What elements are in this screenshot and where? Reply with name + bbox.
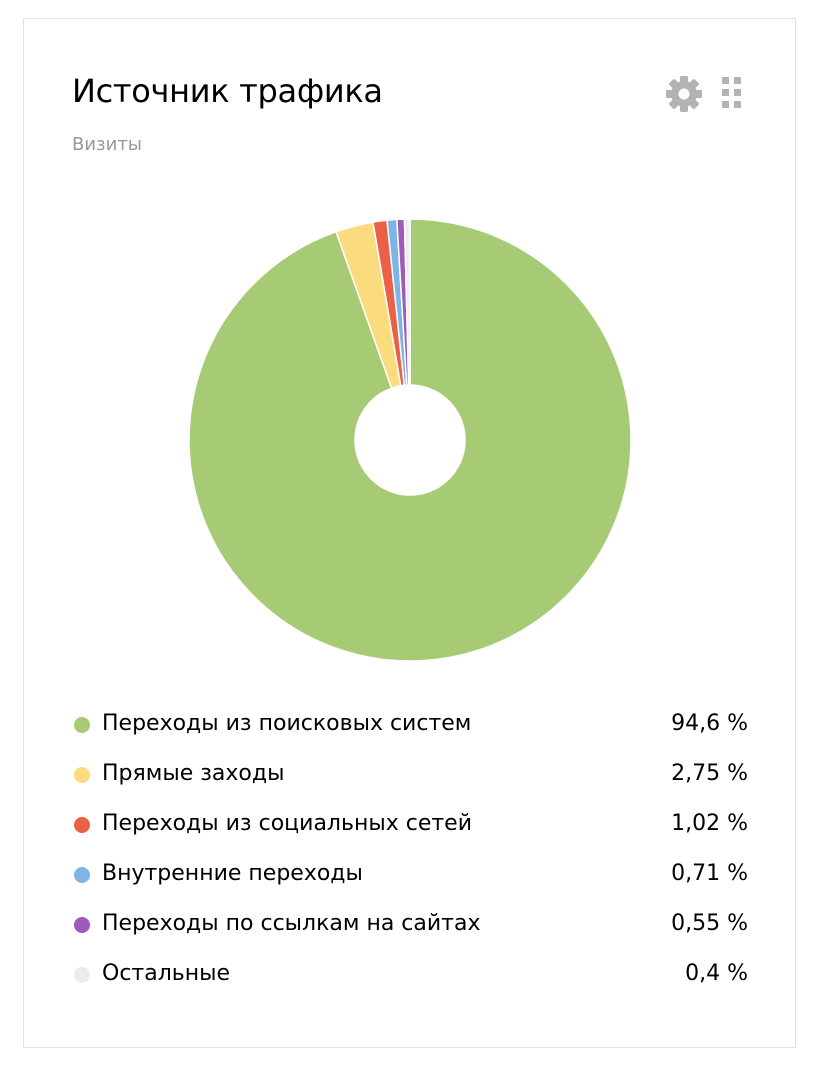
legend-label: Остальные: [102, 961, 231, 986]
widget-subtitle: Визиты: [72, 134, 143, 155]
legend-item[interactable]: Переходы из поисковых систем 94,6 %: [72, 700, 748, 750]
donut-chart: [188, 218, 632, 662]
legend-value: 0,4 %: [685, 961, 748, 986]
grip-icon[interactable]: [720, 76, 744, 110]
legend-marker: [74, 867, 90, 883]
legend-item[interactable]: Остальные 0,4 %: [72, 950, 748, 1000]
legend-value: 0,55 %: [671, 911, 748, 936]
legend-marker: [74, 917, 90, 933]
legend-value: 2,75 %: [671, 761, 748, 786]
legend-label: Переходы из поисковых систем: [102, 711, 472, 736]
legend-label: Переходы по ссылкам на сайтах: [102, 911, 481, 936]
legend-marker: [74, 767, 90, 783]
legend-value: 1,02 %: [671, 811, 748, 836]
legend-item[interactable]: Переходы по ссылкам на сайтах 0,55 %: [72, 900, 748, 950]
legend-label: Переходы из социальных сетей: [102, 811, 473, 836]
legend-item[interactable]: Прямые заходы 2,75 %: [72, 750, 748, 800]
pie-slice-1[interactable]: [188, 218, 632, 662]
pie-slice-6[interactable]: [403, 218, 411, 386]
legend-item[interactable]: Переходы из социальных сетей 1,02 %: [72, 800, 748, 850]
gear-icon[interactable]: [664, 74, 704, 114]
chart-legend: Переходы из поисковых систем 94,6 % Прямые…: [72, 700, 748, 1000]
legend-item[interactable]: Внутренние переходы 0,71 %: [72, 850, 748, 900]
legend-label: Прямые заходы: [102, 761, 285, 786]
legend-value: 94,6 %: [671, 711, 748, 736]
legend-marker: [74, 967, 90, 983]
widget-title: Источник трафика: [72, 72, 383, 110]
legend-value: 0,71 %: [671, 861, 748, 886]
legend-marker: [74, 717, 90, 733]
legend-marker: [74, 817, 90, 833]
legend-label: Внутренние переходы: [102, 861, 363, 886]
